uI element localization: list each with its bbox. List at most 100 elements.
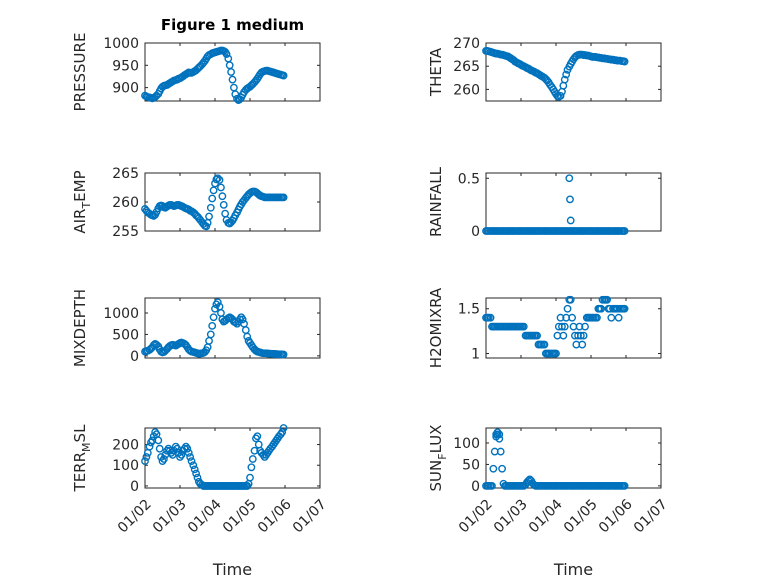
data-point — [493, 430, 502, 439]
data-point — [279, 193, 288, 202]
data-point — [603, 295, 611, 304]
x-tick-label: 01/04 — [526, 496, 566, 536]
subplot-h2omixra: 1 1.5 H2OMIXRA — [427, 287, 662, 368]
data-point — [217, 183, 225, 192]
data-point — [246, 473, 254, 482]
y-tick-label: 1000 — [103, 306, 139, 322]
y-tick-label: 0 — [471, 224, 480, 240]
data-point — [563, 304, 572, 313]
data-point — [187, 457, 196, 466]
y-tick-label: 0 — [471, 479, 480, 495]
y-tick-label: 950 — [112, 58, 139, 74]
data-point — [215, 176, 224, 184]
x-tick-label: 01/07 — [290, 496, 330, 536]
y-tick-label: 265 — [112, 166, 139, 182]
y-axis-label: RAINFALL — [427, 166, 445, 237]
x-tick-label: 01/02 — [115, 496, 155, 536]
data-point — [205, 212, 213, 221]
data-point — [568, 313, 576, 322]
data-point — [212, 175, 221, 184]
data-point — [202, 222, 211, 231]
series-markers — [141, 298, 288, 359]
y-axis-label-tail: LUX — [427, 425, 445, 454]
data-point — [177, 450, 186, 459]
data-point — [159, 455, 168, 463]
y-tick-label: 900 — [112, 81, 139, 97]
data-point — [496, 447, 505, 456]
data-point — [607, 313, 616, 322]
data-point — [556, 313, 565, 322]
data-point — [486, 313, 495, 322]
data-point — [495, 434, 504, 443]
data-point — [566, 295, 575, 304]
x-tick-label: 01/05 — [561, 496, 601, 536]
y-tick-label: 500 — [112, 327, 139, 343]
series-markers — [482, 428, 629, 490]
series-markers — [482, 174, 629, 235]
data-point — [519, 322, 528, 331]
y-axis-label: SUNFLUX — [427, 425, 449, 492]
data-point — [228, 75, 237, 84]
x-tick-label: 01/07 — [631, 496, 671, 536]
y-tick-label: 255 — [112, 224, 139, 240]
y-tick-label: 270 — [453, 36, 480, 52]
subplot-air_temp: 255 260 265 AIRTEMP — [71, 166, 321, 240]
data-point — [219, 200, 228, 209]
data-point — [562, 70, 571, 79]
y-axis-label: H2OMIXRA — [427, 287, 445, 368]
y-tick-label: 100 — [112, 458, 139, 474]
series-markers — [482, 46, 629, 101]
data-point — [142, 453, 151, 461]
y-tick-label: 265 — [453, 59, 480, 75]
x-tick-label: 01/03 — [491, 496, 531, 536]
series-markers — [141, 46, 288, 105]
data-point — [186, 453, 195, 461]
x-tick-label: 01/06 — [596, 496, 636, 536]
data-point — [209, 313, 218, 322]
y-axis-label: MIXDEPTH — [71, 289, 89, 367]
data-point — [145, 442, 154, 451]
y-axis-label-main: THETA — [427, 47, 445, 97]
data-point — [566, 195, 574, 204]
y-axis-label: THETA — [427, 47, 445, 97]
axes-box — [485, 42, 662, 102]
data-point — [154, 436, 163, 445]
data-point — [231, 90, 240, 99]
subplot-rainfall: 0 0.5 RAINFALL — [427, 166, 662, 240]
data-point — [498, 464, 506, 473]
data-point — [279, 350, 288, 359]
y-axis-label-tail: SL — [71, 424, 89, 443]
y-axis-label-main: RAINFALL — [427, 166, 445, 237]
data-point — [533, 331, 541, 340]
subplot-mixdepth: 0 500 1000 MIXDEPTH — [71, 289, 321, 367]
y-axis-label: AIRTEMP — [71, 170, 93, 233]
data-point — [209, 186, 218, 195]
data-point — [552, 349, 560, 358]
y-axis-label-main: MIXDEPTH — [71, 289, 89, 367]
y-tick-label: 0.5 — [458, 171, 480, 187]
x-axis-label: Time — [212, 560, 252, 579]
data-point — [213, 298, 222, 307]
data-point — [278, 428, 287, 437]
y-axis-label-main: PRESSURE — [71, 33, 89, 112]
axes-box — [485, 427, 662, 489]
data-point — [206, 203, 215, 212]
data-point — [579, 331, 588, 340]
data-point — [248, 455, 257, 463]
data-point — [213, 174, 222, 183]
y-tick-label: 50 — [462, 457, 480, 473]
data-point — [218, 192, 227, 201]
data-point — [155, 444, 164, 453]
data-point — [565, 174, 574, 183]
data-point — [593, 313, 601, 322]
data-point — [560, 322, 569, 331]
data-point — [208, 194, 217, 203]
y-tick-label: 0 — [130, 349, 139, 365]
data-point — [597, 304, 606, 313]
data-point — [149, 341, 158, 350]
data-point — [620, 481, 629, 490]
y-axis-label-tail: EMP — [71, 170, 89, 201]
data-point — [184, 448, 193, 457]
